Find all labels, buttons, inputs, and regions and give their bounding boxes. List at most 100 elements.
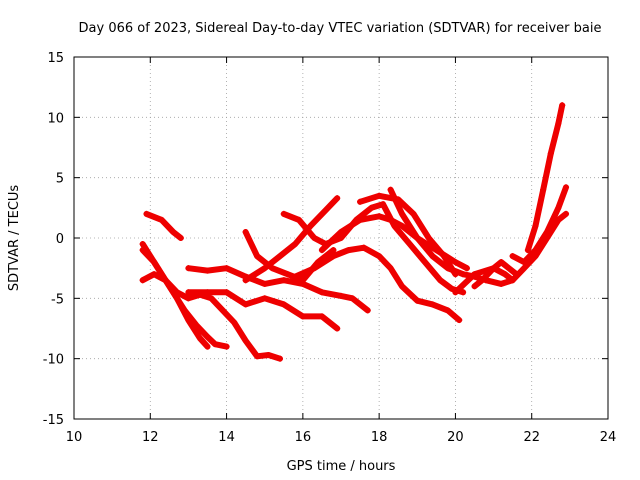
data-point: [547, 150, 554, 157]
data-point: [311, 265, 318, 272]
series-track-15: [524, 102, 566, 254]
data-point: [555, 204, 562, 211]
data-point: [498, 259, 505, 266]
series-track-17: [471, 259, 520, 290]
data-point: [360, 244, 367, 251]
data-point: [429, 253, 436, 260]
data-point: [151, 271, 158, 278]
series-track-8: [280, 201, 467, 296]
data-point: [212, 341, 219, 348]
data-point: [334, 325, 341, 332]
y-tick-label: -15: [43, 413, 64, 428]
data-point: [395, 196, 402, 203]
data-point: [173, 289, 180, 296]
x-tick-label: 14: [218, 430, 235, 445]
x-tick-label: 12: [142, 430, 159, 445]
data-point: [555, 120, 562, 127]
data-point: [376, 253, 383, 260]
data-point: [276, 355, 283, 362]
data-point: [543, 228, 550, 235]
data-point: [223, 343, 230, 350]
data-point: [318, 289, 325, 296]
data-point: [254, 353, 261, 360]
x-tick-label: 16: [295, 430, 312, 445]
data-point: [292, 241, 299, 248]
data-point: [284, 271, 291, 278]
data-point: [185, 289, 192, 296]
data-point: [429, 301, 436, 308]
data-point: [421, 259, 428, 266]
data-point: [379, 201, 386, 208]
data-point: [280, 301, 287, 308]
y-axis-label: SDTVAR / TECUs: [7, 185, 22, 292]
data-point: [524, 247, 531, 254]
data-point: [265, 352, 272, 359]
data-point: [143, 210, 150, 217]
data-point: [410, 210, 417, 217]
data-point: [185, 265, 192, 272]
data-point: [242, 277, 249, 284]
data-point: [219, 307, 226, 314]
data-point: [261, 265, 268, 272]
data-point: [414, 235, 421, 241]
data-point: [532, 247, 539, 254]
data-point: [456, 317, 463, 324]
data-point: [460, 271, 467, 278]
data-point: [540, 186, 547, 193]
data-point: [139, 241, 146, 248]
data-point: [261, 280, 268, 287]
data-point: [292, 273, 299, 280]
data-point: [452, 259, 459, 266]
data-point: [208, 295, 215, 302]
x-tick-label: 24: [600, 430, 617, 445]
data-point: [387, 265, 394, 272]
data-point: [563, 210, 570, 217]
data-point: [196, 335, 203, 342]
axis-ticks: [73, 56, 609, 420]
data-point: [563, 184, 570, 191]
y-tick-label: -10: [43, 353, 64, 368]
data-point: [318, 247, 325, 254]
series-track-4: [139, 271, 283, 362]
data-point: [452, 271, 459, 278]
data-point: [452, 289, 459, 296]
data-point: [204, 333, 211, 340]
data-point: [399, 210, 406, 217]
data-point: [307, 222, 314, 229]
x-tick-label: 22: [523, 430, 540, 445]
data-point: [368, 204, 375, 211]
data-point: [521, 259, 528, 266]
data-point: [376, 192, 383, 199]
data-point: [509, 277, 516, 284]
data-point: [387, 216, 394, 223]
data-series: [139, 102, 570, 362]
data-point: [502, 271, 509, 278]
data-point: [231, 319, 238, 326]
series-track-1: [143, 210, 184, 241]
data-point: [471, 283, 478, 290]
chart-title: Day 066 of 2023, Sidereal Day-to-day VTE…: [79, 21, 602, 36]
y-tick-label: 5: [56, 172, 64, 187]
x-tick-label: 10: [66, 430, 83, 445]
data-point: [254, 253, 261, 260]
data-point: [223, 289, 230, 296]
series-track-16: [509, 184, 569, 266]
data-point: [399, 283, 406, 290]
y-tick-label: 0: [56, 232, 64, 247]
data-point: [479, 277, 486, 284]
data-point: [223, 265, 230, 272]
data-point: [204, 267, 211, 274]
data-point: [269, 265, 276, 272]
data-point: [242, 228, 249, 235]
data-point: [280, 277, 287, 284]
data-point: [498, 280, 505, 287]
data-point: [406, 241, 413, 248]
x-tick-label: 18: [371, 430, 388, 445]
data-point: [490, 265, 497, 272]
data-point: [460, 289, 467, 296]
data-point: [440, 253, 447, 260]
data-point: [177, 235, 184, 241]
data-point: [437, 277, 444, 284]
data-point: [505, 265, 512, 272]
series-track-10: [292, 244, 463, 324]
